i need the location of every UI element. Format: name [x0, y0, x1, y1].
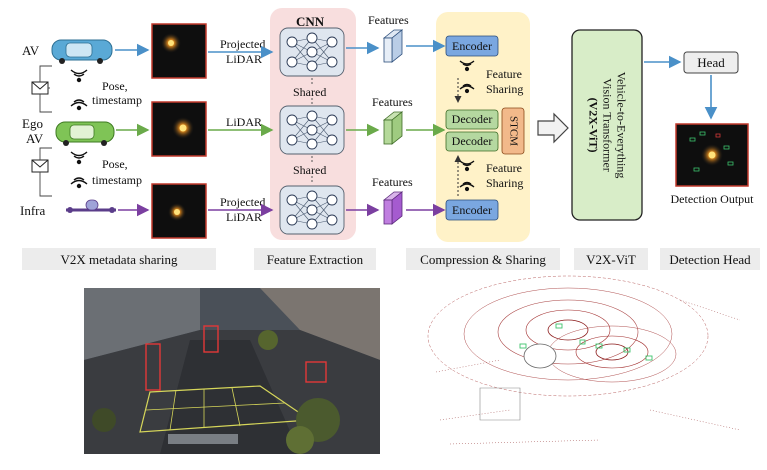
decoder-block-2: [445, 131, 499, 152]
feature-map-bottom: [382, 191, 404, 225]
signal-down-icon-1: [70, 69, 88, 83]
timestamp-label-1: timestamp: [92, 93, 142, 107]
features-label-top: Features: [368, 13, 409, 27]
cnn-block-bottom: [279, 185, 345, 235]
head-label: Head: [697, 55, 725, 70]
simulation-scene-image: [84, 288, 380, 454]
signal-down-icon-4: [459, 160, 475, 172]
cnn-title: CNN: [296, 14, 325, 29]
metadata-bracket-2: [39, 147, 52, 197]
lidar-label-bottom-1: Projected: [220, 195, 265, 209]
hollow-arrow: [537, 112, 569, 144]
lidar-label-top-1: Projected: [220, 37, 265, 51]
signal-up-icon-1: [70, 99, 88, 111]
pose-label-1: Pose,: [102, 79, 128, 93]
detection-output-label: Detection Output: [671, 192, 755, 206]
pose-label-2: Pose,: [102, 157, 128, 171]
stcm-label: STCM: [507, 116, 519, 146]
lidar-point-cloud-image: [426, 275, 758, 454]
stage-bar-compression: [406, 248, 560, 270]
stage-bar-vit: [574, 248, 648, 270]
vit-line2: Vision Transformer: [600, 78, 614, 172]
av-car-icon: [51, 39, 113, 64]
stage-bar-metadata: [22, 248, 216, 270]
cnn-shared-label-1: Shared: [293, 85, 326, 99]
envelope-icon-1: [31, 81, 49, 95]
feature-sharing-label-2b: Sharing: [486, 176, 523, 190]
lidar-image-top: [151, 23, 207, 79]
encoder-block-top: [445, 35, 499, 57]
av-label: AV: [22, 43, 40, 58]
signal-up-icon-4: [459, 181, 475, 192]
stage-bar-detection: [660, 248, 760, 270]
lidar-label-top-2: LiDAR: [226, 52, 262, 66]
timestamp-label-2: timestamp: [92, 173, 142, 187]
head-block: [683, 51, 739, 74]
infra-sensor-icon: [66, 199, 116, 213]
feature-sharing-label-2a: Feature: [486, 161, 522, 175]
feature-map-top: [382, 29, 404, 63]
lidar-image-middle: [151, 101, 207, 157]
vit-line1: Vehicle-to-Everything: [614, 72, 628, 179]
features-label-bottom: Features: [372, 175, 413, 189]
envelope-icon-2: [31, 159, 49, 173]
ego-label-line1: Ego: [22, 116, 43, 131]
stage-label-compression: Compression & Sharing: [420, 252, 546, 267]
vit-line3: (V2X-ViT): [586, 98, 600, 153]
stcm-block: [501, 107, 525, 155]
stage-label-detection: Detection Head: [669, 252, 751, 267]
stage-label-metadata: V2X metadata sharing: [61, 252, 178, 267]
encoder-top-label: Encoder: [452, 39, 492, 53]
feature-sharing-label-1a: Feature: [486, 67, 522, 81]
encoder-bottom-label: Encoder: [452, 203, 492, 217]
detection-output-image: [675, 123, 749, 187]
ego-car-icon: [55, 121, 115, 146]
feature-map-middle: [382, 111, 404, 145]
infra-label: Infra: [20, 203, 45, 218]
stage-bar-feature: [254, 248, 376, 270]
lidar-label-middle: LiDAR: [226, 115, 262, 129]
encoder-block-bottom: [445, 199, 499, 221]
decoder-label-2: Decoder: [452, 134, 493, 148]
vit-block: [571, 29, 643, 221]
signal-up-icon-3: [459, 83, 475, 94]
cnn-block-middle: [279, 105, 345, 155]
signal-down-icon-3: [459, 60, 475, 72]
features-label-middle: Features: [372, 95, 413, 109]
lidar-label-bottom-2: LiDAR: [226, 210, 262, 224]
feature-sharing-label-1b: Sharing: [486, 82, 523, 96]
cnn-block-top: [279, 27, 345, 77]
stage-label-vit: V2X-ViT: [586, 252, 636, 267]
ego-label-line2: AV: [26, 131, 44, 146]
cnn-shared-label-2: Shared: [293, 163, 326, 177]
decoder-block-1: [445, 109, 499, 130]
lidar-image-bottom: [151, 183, 207, 239]
decoder-label-1: Decoder: [452, 112, 493, 126]
metadata-bracket-1: [39, 65, 52, 113]
signal-up-icon-2: [70, 177, 88, 189]
signal-down-icon-2: [70, 151, 88, 165]
stage-label-feature: Feature Extraction: [267, 252, 364, 267]
